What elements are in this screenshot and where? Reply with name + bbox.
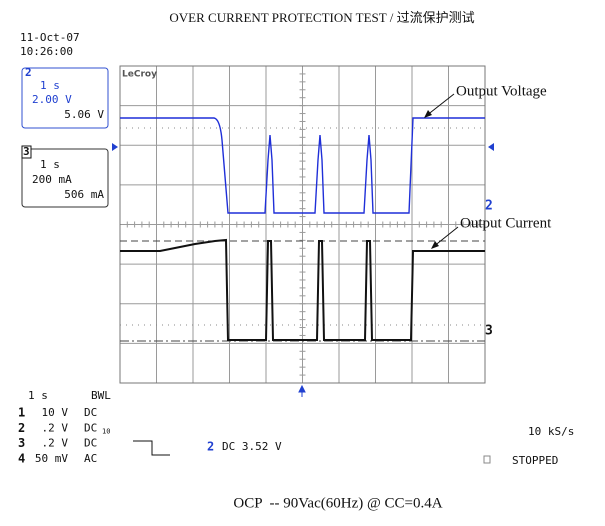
row-filter: 10 xyxy=(102,427,110,435)
title: OVER CURRENT PROTECTION TEST / 过流保护测试 xyxy=(169,10,474,25)
voltage-trace xyxy=(120,117,485,214)
channel-timebase: 1 s xyxy=(40,158,60,171)
row-scale: 50 mV xyxy=(35,452,68,465)
channel-timebase: 1 s xyxy=(40,79,60,92)
brand: LeCroy xyxy=(122,70,157,80)
row-id: 2 xyxy=(18,421,25,435)
row-scale: 10 V xyxy=(42,406,69,419)
annotation: Output Voltage xyxy=(456,83,547,99)
trace-marker: 2 xyxy=(485,199,493,214)
sample-rate: 10 kS/s xyxy=(528,425,574,438)
arrow xyxy=(425,93,455,117)
channel-id: 3 xyxy=(23,145,30,158)
channel-id: 2 xyxy=(25,66,32,79)
channel-scale: 2.00 V xyxy=(32,93,72,106)
time: 10:26:00 xyxy=(20,45,73,58)
channel-id-box xyxy=(21,145,32,159)
acquisition-state: STOPPED xyxy=(512,454,558,467)
arrowhead xyxy=(424,110,432,118)
trace-marker: 3 xyxy=(485,324,493,339)
current-trace xyxy=(120,238,485,341)
channel-box xyxy=(21,67,109,129)
trigger-slope xyxy=(133,440,170,456)
trigger-channel: 2 xyxy=(207,440,214,454)
annotation: Output Current xyxy=(460,215,552,231)
arrowhead xyxy=(431,241,439,249)
arrow xyxy=(432,226,459,248)
row-scale: .2 V xyxy=(42,437,69,450)
row-scale: .2 V xyxy=(42,421,69,434)
row-coupling: DC xyxy=(84,421,97,434)
level-marker xyxy=(488,143,494,151)
channel-reading: 506 mA xyxy=(64,188,104,201)
channel-scale: 200 mA xyxy=(32,173,72,186)
row-coupling: DC xyxy=(84,437,97,450)
channel-box xyxy=(21,148,109,208)
channel-reading: 5.06 V xyxy=(64,108,104,121)
row-id: 3 xyxy=(18,436,25,450)
row-id: 1 xyxy=(18,406,25,420)
status-bandwidth: BWL xyxy=(91,389,111,402)
row-id: 4 xyxy=(18,451,25,465)
trigger-level: DC 3.52 V xyxy=(222,440,282,453)
trigger-marker xyxy=(298,384,306,397)
date: 11-Oct-07 xyxy=(20,31,80,44)
channel-rows: 1 10 V DC 2 .2 V DC 10 3 .2 V DC 4 50 mV AC xyxy=(18,406,110,466)
graticule xyxy=(119,65,486,384)
state-box xyxy=(483,455,491,464)
status-timebase: 1 s xyxy=(28,389,48,402)
row-coupling: DC xyxy=(84,406,97,419)
caption: OCP -- 90Vac(60Hz) @ CC=0.4A xyxy=(233,495,442,511)
row-coupling: AC xyxy=(84,452,97,465)
screen-border xyxy=(119,65,486,384)
level-marker xyxy=(112,143,118,151)
